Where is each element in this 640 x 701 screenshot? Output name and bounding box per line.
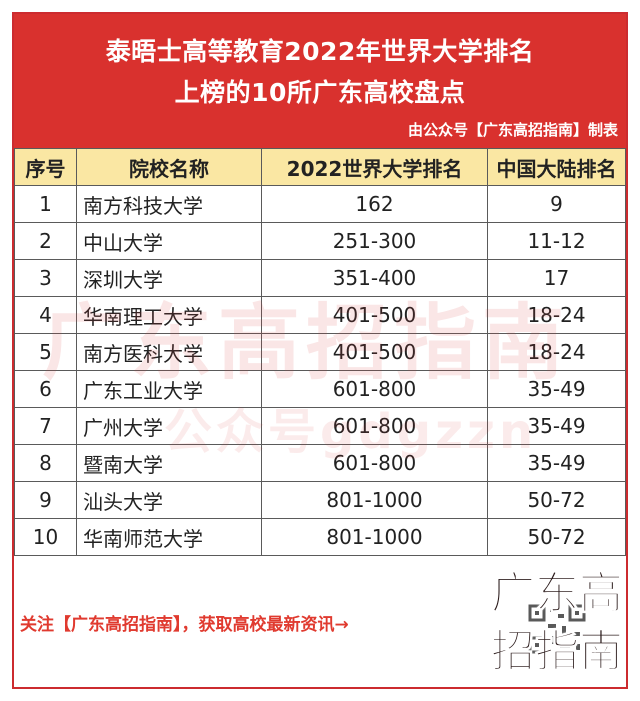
table-row: 7 广州大学 601-800 35-49 (14, 407, 626, 445)
table-header-row: 序号 院校名称 2022世界大学排名 中国大陆排名 (14, 148, 626, 186)
university-name: 广东工业大学 (76, 370, 262, 408)
world-rank: 401-500 (261, 333, 488, 371)
world-rank: 351-400 (261, 259, 488, 297)
cn-rank: 17 (487, 259, 626, 297)
cn-rank: 35-49 (487, 444, 626, 482)
row-index: 8 (14, 444, 77, 482)
world-rank: 601-800 (261, 444, 488, 482)
university-name: 汕头大学 (76, 481, 262, 519)
world-rank: 251-300 (261, 222, 488, 260)
table-row: 9 汕头大学 801-1000 50-72 (14, 481, 626, 519)
page-subtitle: 上榜的10所广东高校盘点 (174, 78, 466, 107)
table-row: 2 中山大学 251-300 11-12 (14, 222, 626, 260)
row-index: 2 (14, 222, 77, 260)
cn-rank: 35-49 (487, 407, 626, 445)
table-row: 10 华南师范大学 801-1000 50-72 (14, 518, 626, 556)
cn-rank: 50-72 (487, 481, 626, 519)
table-row: 1 南方科技大学 162 9 (14, 185, 626, 223)
header-banner: 泰晤士高等教育2022年世界大学排名 上榜的10所广东高校盘点 由公众号【广东高… (14, 14, 626, 148)
row-index: 5 (14, 333, 77, 371)
column-header-index: 序号 (14, 148, 77, 186)
page-title: 泰晤士高等教育2022年世界大学排名 (105, 37, 535, 66)
row-index: 6 (14, 370, 77, 408)
university-name: 华南理工大学 (76, 296, 262, 334)
row-index: 10 (14, 518, 77, 556)
world-rank: 601-800 (261, 407, 488, 445)
table-body: 1 南方科技大学 162 9 2 中山大学 251-300 11-12 3 深圳… (14, 185, 626, 556)
credit-note: 由公众号【广东高招指南】制表 (407, 121, 618, 139)
logo-text-line2: 招指南 (491, 626, 624, 677)
university-name: 华南师范大学 (76, 518, 262, 556)
ranking-card: 泰晤士高等教育2022年世界大学排名 上榜的10所广东高校盘点 由公众号【广东高… (12, 12, 628, 689)
world-rank: 801-1000 (261, 518, 488, 556)
column-header-world-rank: 2022世界大学排名 (261, 148, 488, 186)
cn-rank: 11-12 (487, 222, 626, 260)
table-row: 3 深圳大学 351-400 17 (14, 259, 626, 297)
table-row: 5 南方医科大学 401-500 18-24 (14, 333, 626, 371)
world-rank: 601-800 (261, 370, 488, 408)
university-name: 暨南大学 (76, 444, 262, 482)
cn-rank: 9 (487, 185, 626, 223)
column-header-name: 院校名称 (76, 148, 262, 186)
world-rank: 401-500 (261, 296, 488, 334)
world-rank: 801-1000 (261, 481, 488, 519)
university-name: 中山大学 (76, 222, 262, 260)
footer-follow-note: 关注【广东高招指南】，获取高校最新资讯→ (20, 615, 349, 635)
logo-text-line1: 广东高 (491, 568, 624, 619)
table-row: 8 暨南大学 601-800 35-49 (14, 444, 626, 482)
row-index: 7 (14, 407, 77, 445)
cn-rank: 50-72 (487, 518, 626, 556)
brand-logo: 广东高 招指南 (488, 568, 626, 687)
row-index: 9 (14, 481, 77, 519)
university-name: 南方科技大学 (76, 185, 262, 223)
cn-rank: 18-24 (487, 296, 626, 334)
row-index: 4 (14, 296, 77, 334)
cn-rank: 18-24 (487, 333, 626, 371)
qr-code-icon (528, 604, 586, 654)
university-name: 深圳大学 (76, 259, 262, 297)
row-index: 1 (14, 185, 77, 223)
university-name: 南方医科大学 (76, 333, 262, 371)
university-name: 广州大学 (76, 407, 262, 445)
cn-rank: 35-49 (487, 370, 626, 408)
table-row: 4 华南理工大学 401-500 18-24 (14, 296, 626, 334)
table-row: 6 广东工业大学 601-800 35-49 (14, 370, 626, 408)
row-index: 3 (14, 259, 77, 297)
ranking-table: 序号 院校名称 2022世界大学排名 中国大陆排名 1 南方科技大学 162 9… (14, 148, 626, 556)
column-header-cn-rank: 中国大陆排名 (487, 148, 626, 186)
world-rank: 162 (261, 185, 488, 223)
